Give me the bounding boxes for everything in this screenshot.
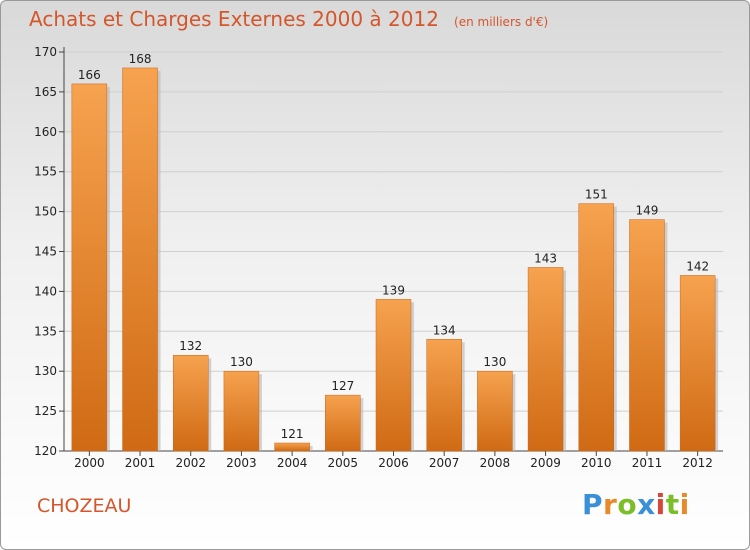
x-tick-label-2001: 2001 <box>125 456 156 470</box>
value-label-2005: 127 <box>331 379 354 393</box>
bar-2010 <box>578 203 615 452</box>
x-tick-label-2002: 2002 <box>175 456 206 470</box>
value-label-2006: 139 <box>382 283 405 297</box>
value-label-2010: 151 <box>585 188 608 202</box>
y-tick-label-160: 160 <box>34 125 57 139</box>
value-label-2007: 134 <box>433 323 456 337</box>
x-tick-label-2012: 2012 <box>682 456 713 470</box>
chart-title-text: Achats et Charges Externes 2000 à 2012 <box>29 7 439 31</box>
logo-letter: r <box>603 488 618 521</box>
value-label-2002: 132 <box>179 339 202 353</box>
x-tick-label-2008: 2008 <box>480 456 511 470</box>
value-label-2000: 166 <box>78 68 101 82</box>
logo-letter: i <box>655 488 666 521</box>
bar-2006 <box>375 299 412 452</box>
value-label-2004: 121 <box>281 427 304 441</box>
bar-2011 <box>629 219 665 452</box>
logo-letter: i <box>679 488 690 521</box>
value-label-2011: 149 <box>636 204 659 218</box>
value-label-2009: 143 <box>534 251 557 265</box>
bar-2005 <box>325 394 361 452</box>
value-label-2008: 130 <box>483 355 506 369</box>
bar-2003 <box>223 370 260 452</box>
y-tick-label-145: 145 <box>34 245 57 259</box>
y-tick-label-125: 125 <box>34 404 57 418</box>
y-tick-label-135: 135 <box>34 324 57 338</box>
y-tick-label-150: 150 <box>34 205 57 219</box>
value-label-2012: 142 <box>686 259 709 273</box>
y-tick-label-120: 120 <box>34 444 57 458</box>
x-tick-label-2000: 2000 <box>74 456 105 470</box>
logo-letter: o <box>617 488 638 521</box>
value-label-2001: 168 <box>129 52 152 66</box>
y-tick-label-140: 140 <box>34 284 57 298</box>
x-tick-label-2009: 2009 <box>530 456 561 470</box>
bar-2007 <box>426 339 462 452</box>
y-tick-label-155: 155 <box>34 165 57 179</box>
commune-name: CHOZEAU <box>37 495 132 517</box>
x-tick-label-2011: 2011 <box>632 456 663 470</box>
x-tick-label-2003: 2003 <box>226 456 257 470</box>
chart-title: Achats et Charges Externes 2000 à 2012 (… <box>29 7 548 31</box>
x-tick-label-2006: 2006 <box>378 456 409 470</box>
bar-2004 <box>274 442 310 452</box>
x-tick-label-2004: 2004 <box>277 456 308 470</box>
logo-letter: P <box>582 488 604 521</box>
x-tick-label-2010: 2010 <box>581 456 612 470</box>
chart-unit: (en milliers d'€) <box>454 15 549 29</box>
proxiti-logo: Proxiti <box>582 488 690 521</box>
bar-2000 <box>71 83 108 452</box>
logo-letter: t <box>665 488 680 521</box>
bar-2008 <box>477 370 513 452</box>
labels-layer: 166 168 132 130 121 127 139 134 130 143 151 149 142 <box>78 52 709 441</box>
bars-layer <box>71 67 719 452</box>
bar-2001 <box>122 67 158 452</box>
value-label-2003: 130 <box>230 355 253 369</box>
logo-letter: x <box>637 488 656 521</box>
x-tick-label-2005: 2005 <box>328 456 359 470</box>
x-tick-label-2007: 2007 <box>429 456 460 470</box>
bar-2009 <box>527 267 564 452</box>
y-tick-label-165: 165 <box>34 85 57 99</box>
y-tick-label-130: 130 <box>34 364 57 378</box>
y-tick-label-170: 170 <box>34 45 57 59</box>
bar-2012 <box>679 275 716 452</box>
bar-2002 <box>172 354 209 452</box>
